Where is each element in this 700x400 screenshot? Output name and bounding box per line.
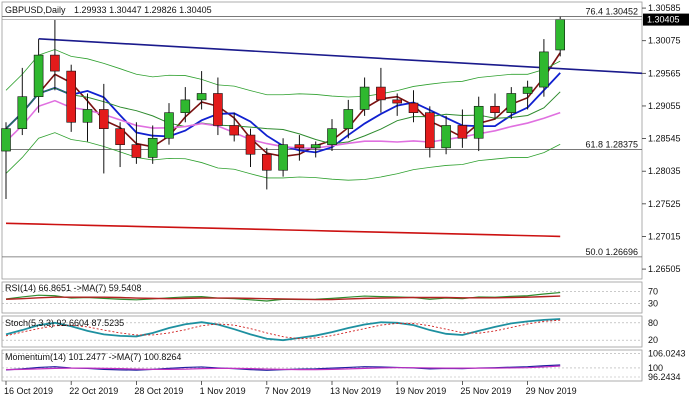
- candle-body: [343, 109, 354, 129]
- rsi-ma-line: [5, 295, 561, 301]
- date-tick-label: 13 Nov 2019: [330, 386, 381, 396]
- band-lower: [5, 132, 561, 181]
- current-price-marker: 1.30405: [2, 13, 689, 26]
- candle-body: [1, 128, 11, 152]
- candle-body: [392, 99, 403, 104]
- momentum-label: Momentum(14) 101.2477 ->MA(7) 100.8264: [5, 352, 181, 362]
- indicator-tick-label: 70: [648, 287, 658, 297]
- price-tick-label: 1.28545: [648, 134, 681, 144]
- price-tick-label: 1.28035: [648, 166, 681, 176]
- candle-body: [99, 109, 109, 129]
- symbol-label: GBPUSD,Daily: [5, 5, 66, 15]
- candle-body: [310, 144, 321, 149]
- candle-body: [115, 128, 125, 145]
- candle-body: [164, 112, 174, 139]
- candle-body: [473, 105, 484, 139]
- chart-header: GBPUSD,Daily 1.29933 1.30447 1.29826 1.3…: [5, 5, 212, 15]
- indicator-tick-label: 106.0243: [648, 348, 686, 358]
- stoch-panel-frame: [1, 315, 643, 348]
- indicator-tick-label: 80: [648, 318, 658, 328]
- price-tick-label: 1.27525: [648, 199, 681, 209]
- current-price-box: [643, 13, 689, 26]
- candle-body: [17, 96, 28, 129]
- candle-body: [229, 125, 239, 136]
- candle-body: [408, 102, 419, 113]
- fib-level-label: 61.8 1.28375: [585, 139, 638, 149]
- price-tick-label: 1.30585: [648, 3, 681, 13]
- candle-body: [82, 109, 93, 123]
- candle-body: [327, 128, 337, 145]
- date-tick-label: 19 Nov 2019: [395, 386, 446, 396]
- candles: [1, 16, 566, 200]
- price-tick-label: 1.27015: [648, 231, 681, 241]
- current-price-label: 1.30405: [647, 15, 680, 25]
- candle-body: [278, 144, 288, 171]
- candle-body: [555, 18, 566, 51]
- date-tick-label: 1 Nov 2019: [200, 386, 246, 396]
- candle-body: [424, 112, 435, 149]
- candle-body: [245, 134, 256, 155]
- indicator-tick-label: 100: [648, 363, 663, 373]
- candle-body: [213, 93, 223, 126]
- ohlc-label: 1.29933 1.30447 1.29826 1.30405: [74, 5, 212, 15]
- fib-level-label: 50.0 1.26696: [585, 247, 638, 257]
- ma-green: [5, 87, 561, 145]
- candle-body: [522, 86, 533, 94]
- rsi-label: RSI(14) 66.8651 ->MA(7) 59.5408: [5, 283, 141, 293]
- date-tick-label: 22 Oct 2019: [69, 386, 118, 396]
- candle-body: [147, 137, 158, 158]
- date-axis: 16 Oct 2019 22 Oct 2019 28 Oct 2019 1 Nov 2…: [4, 381, 577, 396]
- moving-averages: [5, 49, 561, 238]
- stoch-main-line: [5, 318, 561, 342]
- fib-level-label: 76.4 1.30452: [585, 7, 638, 17]
- price-tick-label: 1.29565: [648, 68, 681, 78]
- candle-body: [457, 125, 468, 139]
- date-tick-label: 28 Oct 2019: [134, 386, 183, 396]
- stoch-panel: 80 20: [2, 318, 658, 345]
- candle-body: [33, 54, 44, 97]
- candle-body: [180, 99, 191, 113]
- candle-body: [66, 70, 76, 123]
- price-tick-label: 1.26505: [648, 264, 681, 274]
- indicator-tick-label: 96.2434: [648, 372, 681, 382]
- candle-body: [131, 144, 142, 158]
- candle-body: [441, 125, 451, 149]
- price-tick-label: 1.29055: [648, 101, 681, 111]
- momentum-ma-line: [5, 365, 561, 371]
- date-tick-label: 25 Nov 2019: [460, 386, 511, 396]
- indicator-tick-label: 20: [648, 335, 658, 345]
- candle-body: [196, 93, 207, 101]
- date-tick-label: 7 Nov 2019: [265, 386, 311, 396]
- candle-body: [294, 144, 305, 149]
- stoch-label: Stoch(5,3,3) 92.6604 87.5235: [5, 318, 124, 328]
- date-tick-label: 29 Nov 2019: [526, 386, 577, 396]
- date-tick-label: 16 Oct 2019: [4, 386, 53, 396]
- candle-body: [50, 54, 60, 72]
- stoch-signal-line: [5, 319, 561, 340]
- candle-body: [490, 105, 500, 113]
- candle-body: [261, 153, 272, 171]
- price-tick-label: 1.30075: [648, 36, 681, 46]
- candle-body: [359, 86, 370, 110]
- indicator-tick-label: 30: [648, 298, 658, 308]
- momentum-panel-frame: [1, 349, 643, 382]
- candle-body: [376, 86, 386, 101]
- price-axis-ticks: 1.30585 1.30075 1.29565 1.29055 1.28545 1.280…: [642, 3, 681, 274]
- band-upper: [5, 49, 561, 98]
- fib-levels: 76.4 1.30452 61.8 1.28375 50.0 1.26696: [2, 7, 642, 258]
- rsi-panel-frame: [1, 281, 643, 314]
- candle-body: [539, 51, 549, 88]
- candle-body: [506, 93, 517, 113]
- ma-red-long: [5, 222, 561, 238]
